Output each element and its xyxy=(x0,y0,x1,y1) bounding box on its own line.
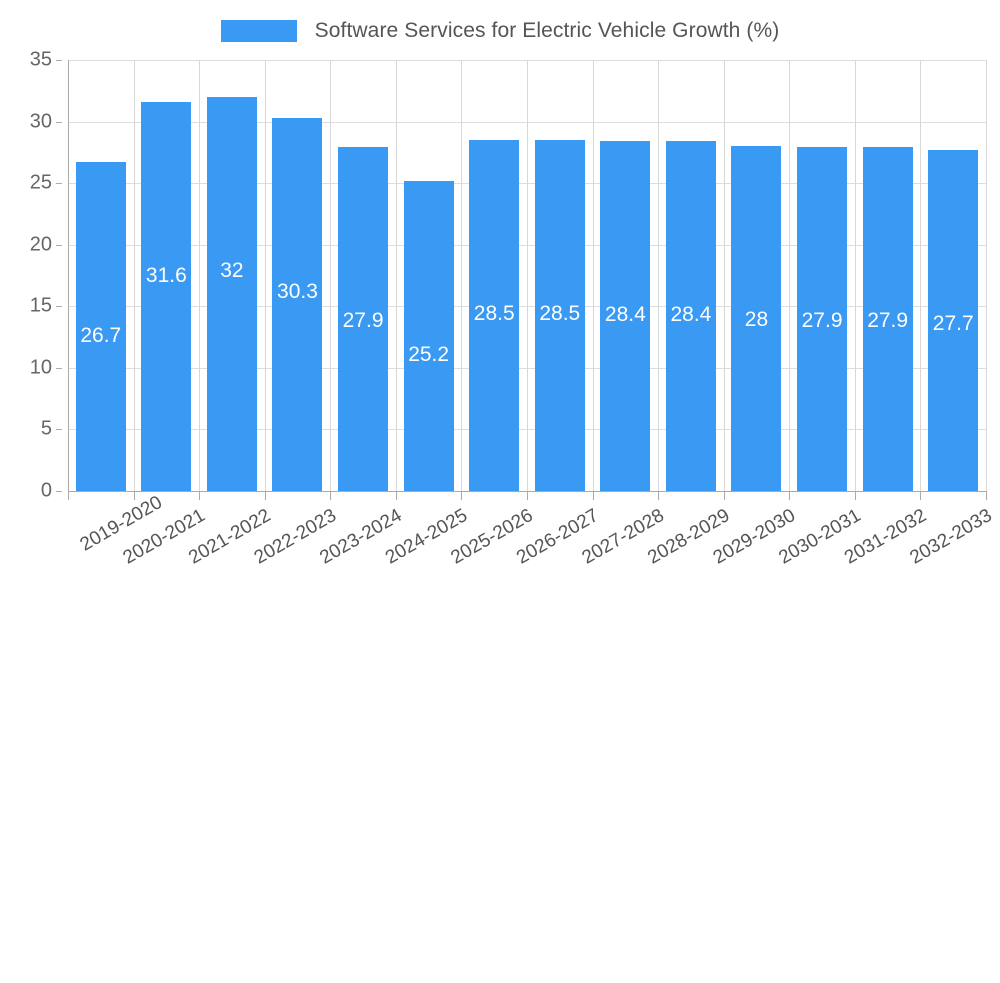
y-axis-tick-label: 0 xyxy=(40,479,52,502)
bar-value-label: 26.7 xyxy=(80,324,122,348)
bar[interactable] xyxy=(600,141,651,491)
x-axis-tick-mark xyxy=(265,491,266,500)
bar-value-label: 27.9 xyxy=(867,309,909,333)
legend-color-swatch xyxy=(220,20,297,42)
y-axis-tick-mark xyxy=(56,367,62,369)
bar[interactable] xyxy=(665,141,716,491)
bar-group: 32 xyxy=(199,60,265,491)
bar-value-label: 28.4 xyxy=(604,303,646,327)
bars-layer: 26.7 31.6 32 30.3 27.9 25.2 28.5 28.5 28.4 28.4 28… xyxy=(68,60,986,491)
bar[interactable] xyxy=(272,117,323,491)
bar-value-label: 27.9 xyxy=(801,309,843,333)
bar-chart: Software Services for Electric Vehicle G… xyxy=(0,14,1000,600)
legend-label: Software Services for Electric Vehicle G… xyxy=(314,19,780,42)
bar-group: 28.5 xyxy=(527,60,593,491)
bar-group: 31.6 xyxy=(134,60,200,491)
y-axis: 0 5 10 15 20 25 30 35 xyxy=(0,49,62,502)
bar-value-label: 28.5 xyxy=(539,302,581,326)
y-axis-tick-mark xyxy=(56,183,62,185)
bar-group: 28.4 xyxy=(658,60,724,491)
bar-group: 25.2 xyxy=(396,60,462,491)
x-axis-tick-mark xyxy=(330,491,331,500)
gridline-vertical xyxy=(593,60,594,491)
gridline-vertical xyxy=(265,60,266,491)
gridline-vertical xyxy=(527,60,528,491)
x-axis-tick-mark xyxy=(855,491,856,500)
x-axis-tick-mark xyxy=(593,491,594,500)
gridlines xyxy=(68,60,987,492)
x-axis-tick-mark xyxy=(920,491,921,500)
gridline-vertical xyxy=(199,60,200,491)
gridline-vertical xyxy=(658,60,659,491)
gridline-vertical xyxy=(920,60,921,491)
y-axis-tick-label: 10 xyxy=(29,356,52,379)
bar-value-label: 28.4 xyxy=(670,303,712,327)
y-axis-tick-mark xyxy=(56,491,62,492)
gridline-vertical xyxy=(461,60,462,491)
gridline-vertical xyxy=(396,60,397,491)
gridline-vertical xyxy=(789,60,790,491)
bar-group: 27.9 xyxy=(855,60,921,491)
bar[interactable] xyxy=(731,146,782,491)
bar[interactable] xyxy=(797,147,848,491)
gridline-vertical xyxy=(330,60,331,491)
bar[interactable] xyxy=(206,96,257,491)
gridline-vertical xyxy=(134,60,135,491)
plot-area: 26.7 31.6 32 30.3 27.9 25.2 28.5 28.5 28.4 28.4 28… xyxy=(68,60,987,492)
y-axis-tick-label: 5 xyxy=(40,417,52,440)
y-axis-tick-mark xyxy=(56,429,62,431)
y-axis-tick-label: 20 xyxy=(29,233,52,256)
y-axis-tick-label: 15 xyxy=(29,294,52,317)
bar-value-label: 28 xyxy=(744,308,769,332)
bar-group: 28 xyxy=(724,60,790,491)
x-axis-tick-mark xyxy=(789,491,790,500)
bar[interactable] xyxy=(75,162,126,491)
x-axis-tick-mark xyxy=(658,491,659,500)
y-axis-tick-label: 30 xyxy=(29,110,52,133)
bar-group: 27.9 xyxy=(330,60,396,491)
y-axis-tick-label: 35 xyxy=(29,48,52,71)
x-axis-tick-mark xyxy=(527,491,528,500)
y-axis-tick-mark xyxy=(56,244,62,246)
y-axis-tick-mark xyxy=(56,60,62,61)
x-axis: 2019-2020 2020-2021 2021-2022 2022-2023 2023… xyxy=(68,491,996,600)
bar[interactable] xyxy=(141,101,192,491)
bar[interactable] xyxy=(928,149,979,491)
x-axis-tick-mark xyxy=(396,491,397,500)
bar[interactable] xyxy=(338,147,389,491)
x-axis-tick-mark xyxy=(134,491,135,500)
x-axis-tick-mark xyxy=(199,491,200,500)
bar-group: 28.5 xyxy=(461,60,527,491)
bar-value-label: 30.3 xyxy=(277,279,318,303)
bar-group: 27.7 xyxy=(920,60,986,491)
bar-value-label: 32 xyxy=(220,258,244,282)
gridline-vertical xyxy=(986,60,987,491)
y-axis-line xyxy=(68,60,69,491)
bar-group: 27.9 xyxy=(789,60,855,491)
x-axis-tick-mark xyxy=(461,491,462,500)
y-axis-tick-mark xyxy=(56,121,62,123)
x-axis-tick-mark xyxy=(986,491,987,500)
bar-group: 30.3 xyxy=(265,60,331,491)
chart-legend: Software Services for Electric Vehicle G… xyxy=(0,14,1000,48)
bar-group: 26.7 xyxy=(68,60,134,491)
legend-entry[interactable]: Software Services for Electric Vehicle G… xyxy=(220,19,780,43)
bar[interactable] xyxy=(403,180,454,491)
gridline-vertical xyxy=(855,60,856,491)
bar[interactable] xyxy=(534,140,585,491)
bar-value-label: 25.2 xyxy=(408,342,450,366)
x-axis-tick-mark xyxy=(68,491,69,500)
bar[interactable] xyxy=(469,140,520,491)
gridline-vertical xyxy=(724,60,725,491)
x-axis-tick-mark xyxy=(724,491,725,500)
y-axis-tick-mark xyxy=(56,306,62,308)
bar[interactable] xyxy=(862,147,913,491)
bar-value-label: 28.5 xyxy=(473,302,515,326)
bar-value-label: 27.7 xyxy=(932,311,974,335)
y-axis-tick-label: 25 xyxy=(29,171,52,194)
bar-value-label: 27.9 xyxy=(342,309,384,333)
bar-group: 28.4 xyxy=(593,60,659,491)
bar-value-label: 31.6 xyxy=(145,263,187,287)
